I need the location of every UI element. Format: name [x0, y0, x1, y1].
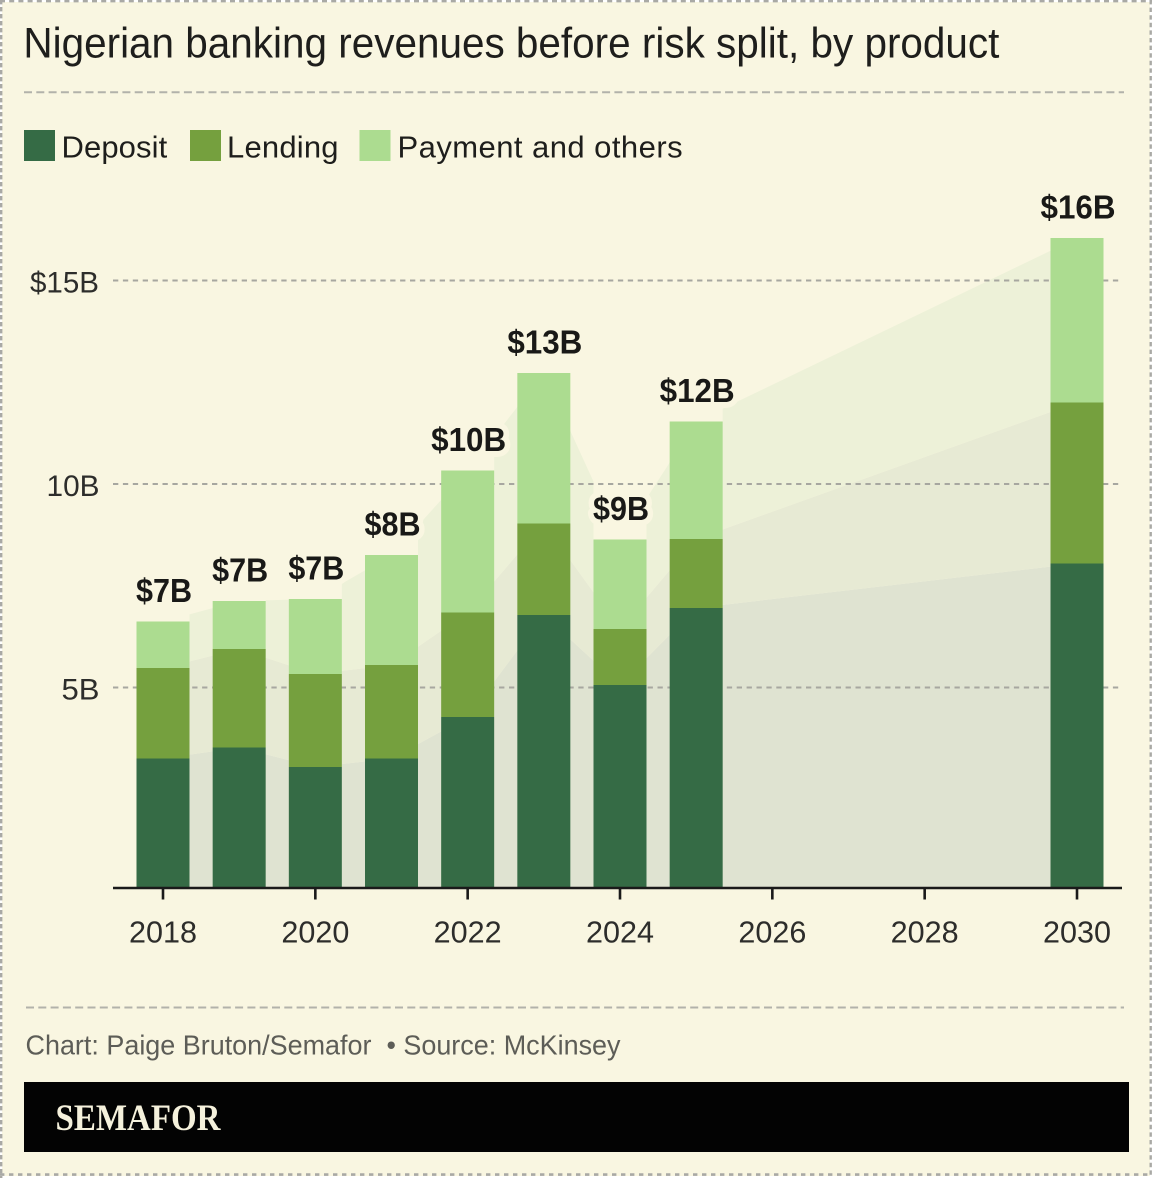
svg-text:$9B: $9B [593, 491, 649, 528]
svg-text:Payment and others: Payment and others [398, 129, 684, 164]
svg-text:$7B: $7B [288, 551, 344, 588]
svg-text:$10B: $10B [431, 422, 506, 459]
svg-text:$7B: $7B [136, 573, 192, 610]
svg-text:Chart: Paige Bruton/Semafor •: Chart: Paige Bruton/Semafor • Source: Mc… [26, 1029, 621, 1060]
svg-text:Deposit: Deposit [62, 129, 168, 164]
svg-text:$8B: $8B [365, 507, 421, 544]
svg-text:2020: 2020 [281, 915, 349, 950]
svg-text:2028: 2028 [891, 915, 959, 950]
svg-text:Nigerian banking revenues befo: Nigerian banking revenues before risk sp… [23, 20, 999, 68]
svg-text:$16B: $16B [1041, 190, 1116, 227]
svg-text:Lending: Lending [227, 129, 339, 164]
svg-text:2022: 2022 [434, 915, 502, 950]
svg-text:$13B: $13B [507, 325, 582, 362]
svg-text:SEMAFOR: SEMAFOR [56, 1098, 222, 1139]
svg-text:2018: 2018 [129, 915, 197, 950]
svg-text:$12B: $12B [660, 373, 735, 410]
svg-text:10B: 10B [47, 470, 100, 503]
svg-text:2030: 2030 [1043, 915, 1111, 950]
svg-text:2024: 2024 [586, 915, 654, 950]
svg-text:2026: 2026 [738, 915, 806, 950]
svg-text:$15B: $15B [30, 267, 99, 300]
svg-text:$7B: $7B [212, 553, 268, 590]
svg-text:5B: 5B [62, 674, 100, 707]
